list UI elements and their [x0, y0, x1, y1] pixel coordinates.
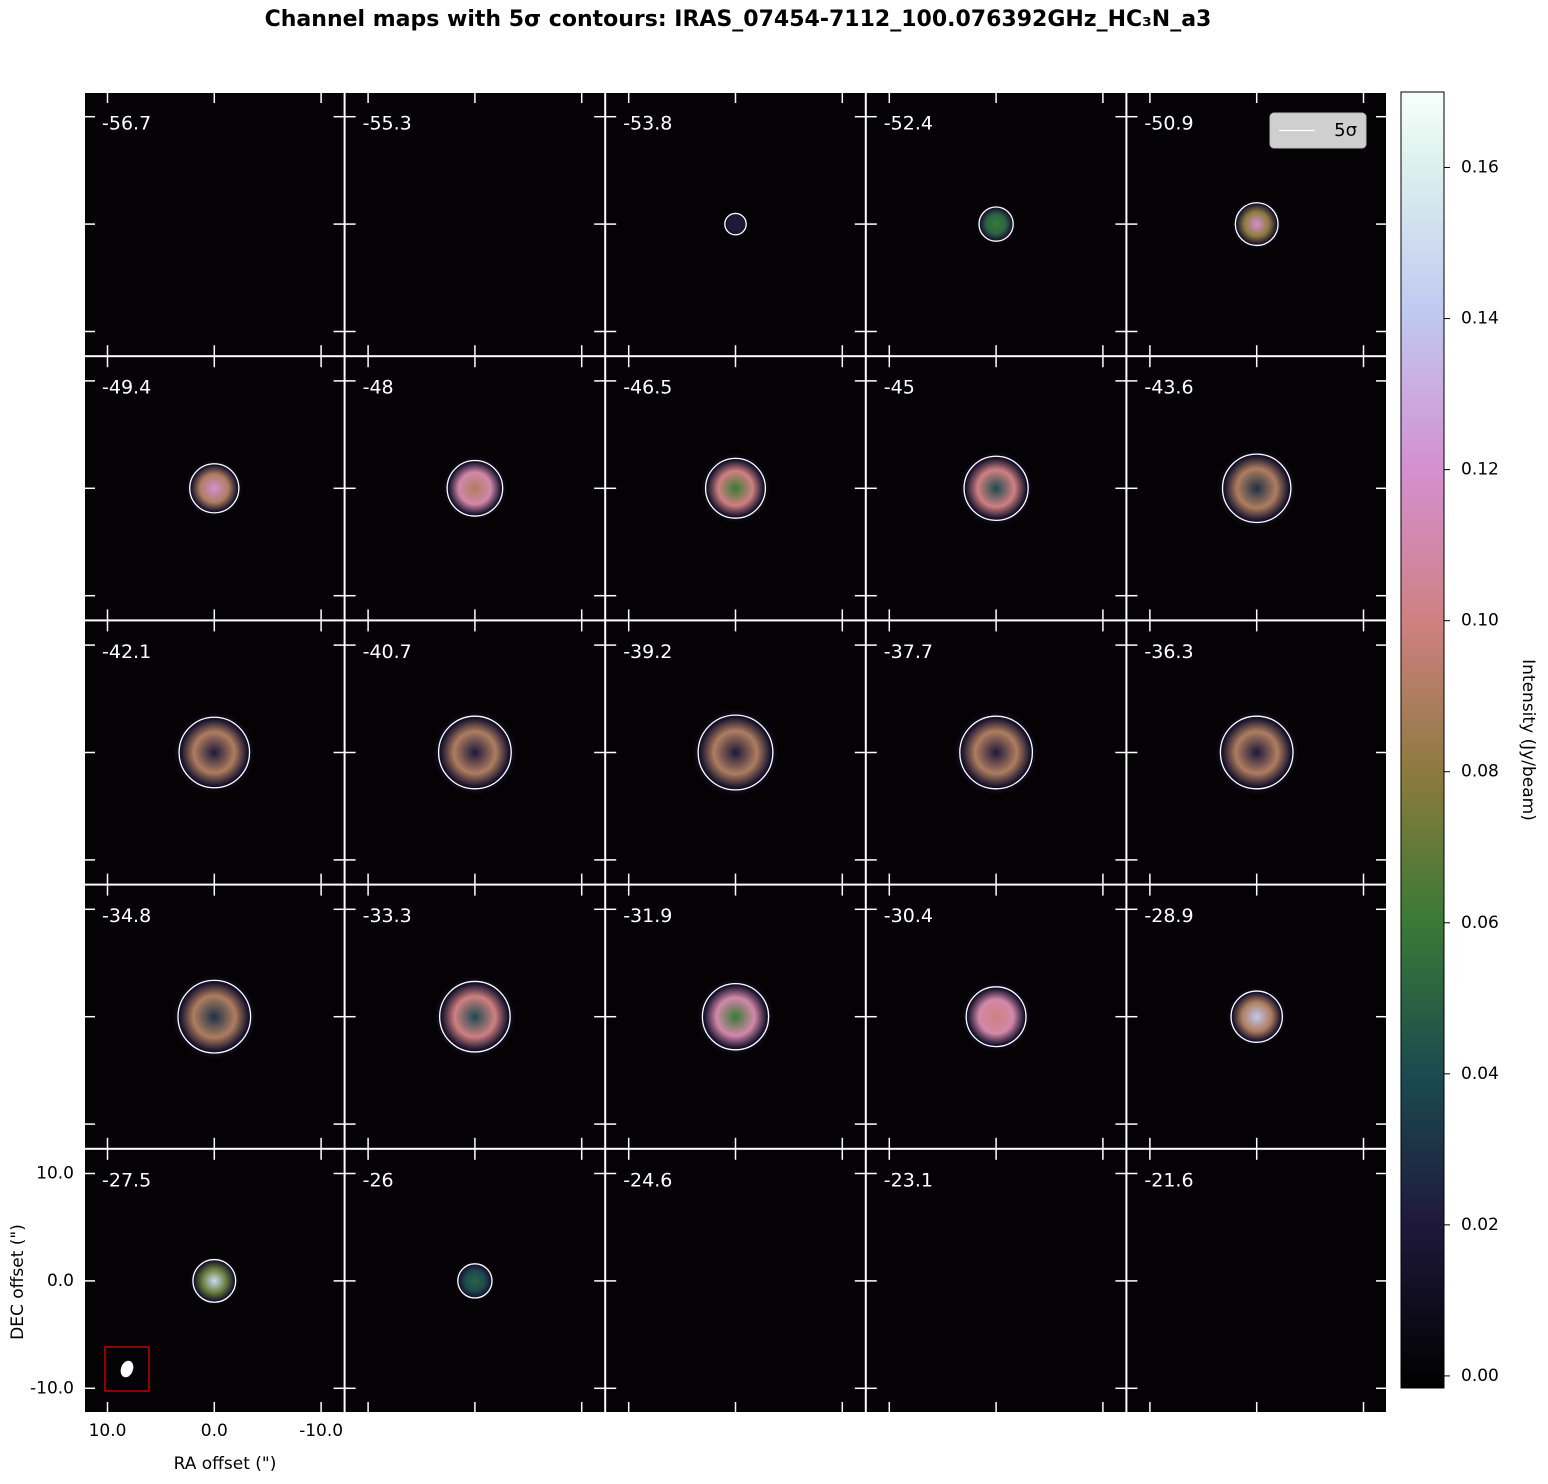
channel-velocity: -49.4	[102, 377, 151, 399]
emission	[442, 456, 507, 521]
emission	[173, 711, 255, 794]
contour-5sigma	[177, 979, 252, 1054]
x-tick-label: -10.0	[299, 1421, 343, 1441]
emission	[172, 974, 257, 1059]
x-tick-label: 0.0	[201, 1421, 228, 1441]
emission	[697, 978, 774, 1055]
contour-5sigma	[1230, 990, 1283, 1043]
colorbar-tick-label: 0.00	[1461, 1366, 1499, 1386]
emission	[723, 211, 748, 237]
channel-velocity: -37.7	[884, 641, 933, 663]
colorbar-tick-label: 0.16	[1461, 158, 1499, 178]
contour-5sigma	[1219, 715, 1294, 790]
emission	[433, 710, 517, 795]
channel-velocity: -28.9	[1144, 905, 1193, 927]
y-tick-label: 10.0	[36, 1164, 74, 1184]
contour-5sigma	[965, 986, 1027, 1048]
emission	[1232, 199, 1282, 249]
contour-5sigma	[959, 715, 1034, 790]
legend-box	[1269, 112, 1367, 149]
colorbar-tick-label: 0.14	[1461, 309, 1499, 329]
emission	[1217, 448, 1297, 528]
emission	[1227, 987, 1287, 1047]
emission	[954, 710, 1038, 795]
x-axis-label: RA offset (")	[174, 1454, 277, 1474]
channel-velocity: -23.1	[884, 1169, 933, 1191]
contour-5sigma	[1221, 453, 1292, 524]
channel-velocity: -40.7	[363, 641, 412, 663]
colorbar-tick-label: 0.02	[1461, 1215, 1499, 1235]
contour-5sigma	[697, 714, 774, 791]
channel-velocity: -21.6	[1144, 1169, 1193, 1191]
channel-velocity: -26	[363, 1169, 394, 1191]
contour-5sigma	[192, 1258, 237, 1303]
emission	[186, 460, 243, 517]
colorbar	[1400, 91, 1445, 1389]
emission	[959, 451, 1033, 526]
channel-velocity: -45	[884, 377, 915, 399]
channel-velocity: -33.3	[363, 905, 412, 927]
emission	[1214, 710, 1299, 795]
emission	[976, 204, 1016, 244]
panel	[866, 1149, 1126, 1412]
channel-velocity: -52.4	[884, 113, 933, 135]
panel	[1127, 1149, 1386, 1412]
contour-5sigma	[178, 716, 251, 789]
beam	[120, 1360, 134, 1378]
emission	[189, 1256, 239, 1306]
channel-velocity: -50.9	[1144, 113, 1193, 135]
colorbar-tick-label: 0.12	[1461, 460, 1499, 480]
legend-label: 5σ	[1334, 120, 1357, 141]
contour-5sigma	[701, 982, 770, 1051]
channel-velocity: -55.3	[363, 113, 412, 135]
emission	[961, 982, 1031, 1052]
channel-velocity: -39.2	[623, 641, 672, 663]
colorbar-tick-label: 0.06	[1461, 913, 1499, 933]
y-tick-label: 0.0	[47, 1271, 74, 1291]
channel-velocity: -27.5	[102, 1169, 151, 1191]
emission	[434, 976, 516, 1058]
channel-velocity: -53.8	[623, 113, 672, 135]
beam-box	[104, 1346, 150, 1392]
colorbar-label: Intensity (Jy/beam)	[1518, 659, 1538, 821]
channel-velocity: -24.6	[623, 1169, 672, 1191]
contour-5sigma	[704, 457, 767, 519]
chart-title: Channel maps with 5σ contours: IRAS_0745…	[265, 7, 1212, 32]
contour-5sigma	[437, 715, 512, 790]
contour-5sigma	[1234, 202, 1279, 247]
panel	[345, 93, 605, 356]
channel-velocity: -34.8	[102, 905, 151, 927]
contour-5sigma	[446, 459, 504, 517]
channel-velocity: -46.5	[623, 377, 672, 399]
panel	[606, 1149, 865, 1412]
channel-velocity: -30.4	[884, 905, 933, 927]
emission	[692, 709, 779, 796]
contour-5sigma	[963, 455, 1029, 521]
channel-velocity: -36.3	[1144, 641, 1193, 663]
channel-velocity: -48	[363, 377, 394, 399]
channel-velocity: -31.9	[623, 905, 672, 927]
colorbar-tick-label: 0.10	[1461, 611, 1499, 631]
colorbar-tick-label: 0.08	[1461, 762, 1499, 782]
contour-5sigma	[439, 980, 511, 1053]
y-tick-label: -10.0	[30, 1378, 74, 1398]
colorbar-tick-label: 0.04	[1461, 1064, 1499, 1084]
y-axis-label: DEC offset (")	[8, 1224, 28, 1340]
panel	[85, 93, 344, 356]
emission	[701, 453, 770, 523]
contour-5sigma	[978, 206, 1014, 242]
emission	[455, 1261, 495, 1301]
channel-velocity: -56.7	[102, 113, 151, 135]
contour-5sigma	[724, 212, 747, 236]
contour-5sigma	[189, 463, 240, 514]
channel-velocity: -43.6	[1144, 377, 1193, 399]
contour-5sigma	[457, 1263, 493, 1299]
x-tick-label: 10.0	[89, 1421, 127, 1441]
channel-velocity: -42.1	[102, 641, 151, 663]
